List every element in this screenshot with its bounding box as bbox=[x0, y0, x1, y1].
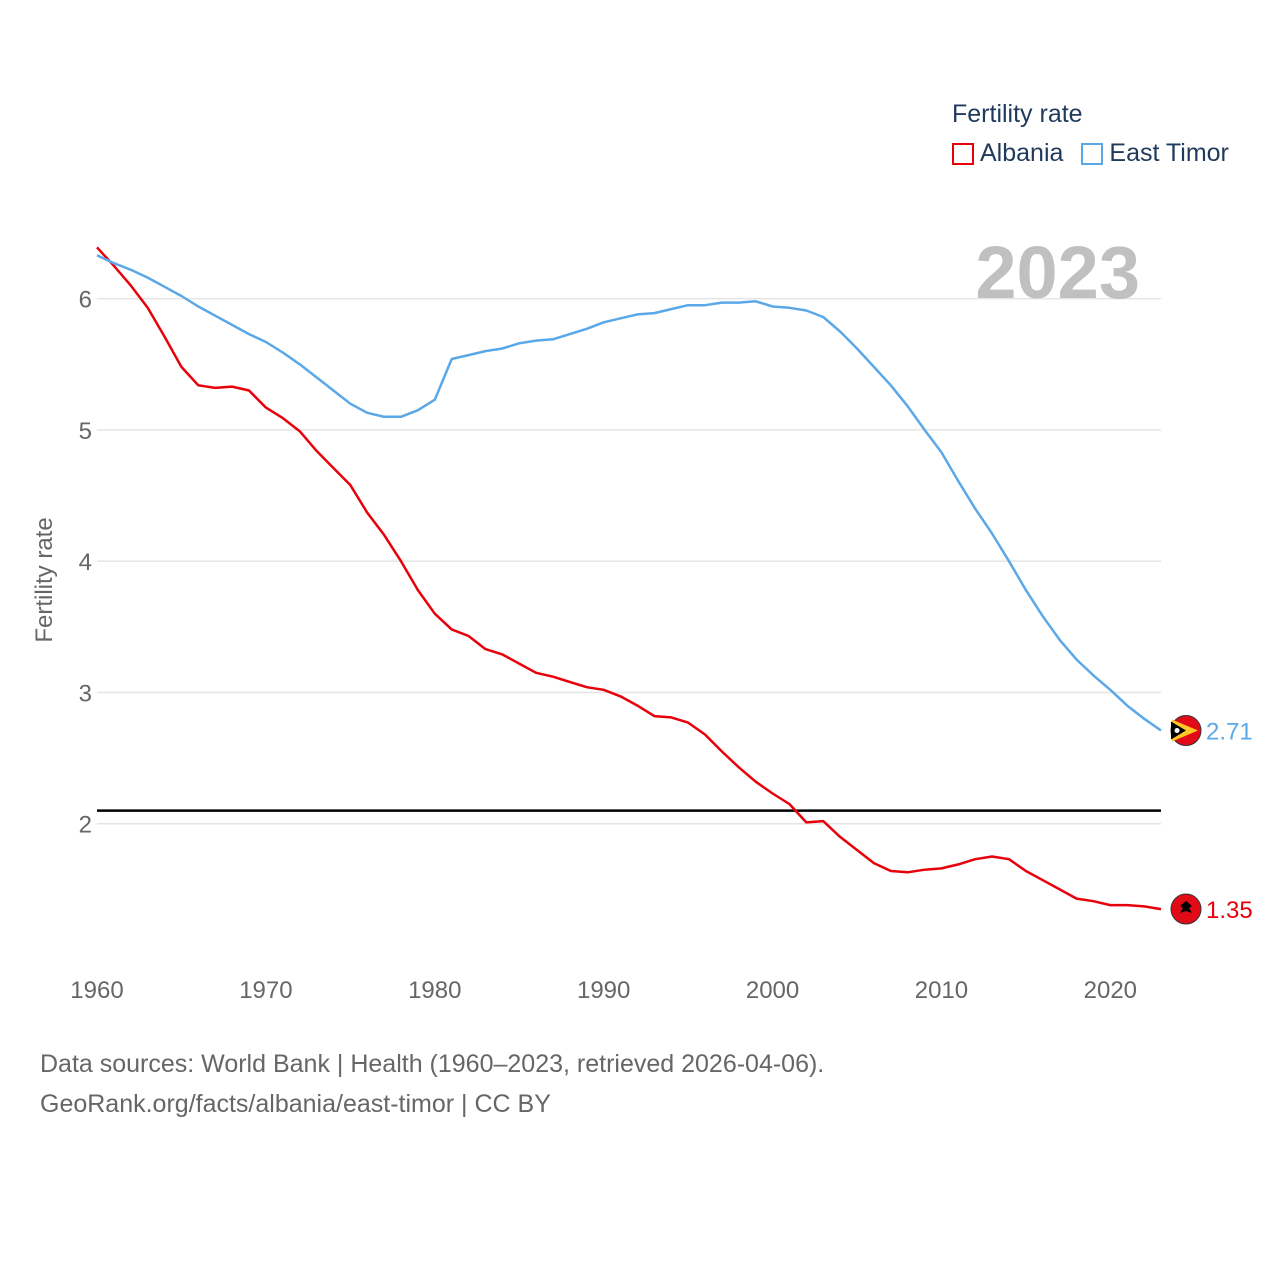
source-url: GeoRank.org/facts/albania/east-timor | C… bbox=[40, 1090, 551, 1118]
flag-east-timor-icon bbox=[1170, 715, 1202, 747]
x-tick-label: 1990 bbox=[577, 977, 630, 1004]
series-lines bbox=[96, 246, 1162, 911]
end-value-label-albania: 1.35 bbox=[1206, 897, 1253, 924]
series-line-albania bbox=[96, 246, 1162, 911]
x-tick-label: 2020 bbox=[1084, 977, 1137, 1004]
legend-label-albania: Albania bbox=[980, 139, 1064, 167]
legend-title: Fertility rate bbox=[952, 100, 1083, 128]
data-source-note: Data sources: World Bank | Health (1960–… bbox=[40, 1050, 825, 1078]
y-tick-label: 2 bbox=[79, 812, 92, 839]
legend: Fertility rate Albania East Timor bbox=[952, 100, 1229, 168]
year-badge: 2023 bbox=[975, 231, 1140, 314]
y-tick-label: 3 bbox=[79, 680, 92, 707]
x-tick-label: 2000 bbox=[746, 977, 799, 1004]
x-tick-label: 2010 bbox=[915, 977, 968, 1004]
legend-item-albania[interactable]: Albania bbox=[952, 139, 1063, 168]
gridlines bbox=[97, 297, 1161, 825]
legend-swatch-east-timor bbox=[1081, 142, 1104, 165]
footer: Data sources: World Bank | Health (1960–… bbox=[40, 1044, 824, 1124]
legend-label-east-timor: East Timor bbox=[1109, 139, 1229, 167]
y-tick-label: 4 bbox=[79, 549, 92, 576]
x-tick-label: 1960 bbox=[70, 977, 123, 1004]
end-markers: 1.35 2.71 bbox=[1170, 715, 1253, 925]
legend-swatch-albania bbox=[952, 142, 974, 165]
y-axis-label: Fertility rate bbox=[31, 517, 58, 642]
legend-item-east-timor[interactable]: East Timor bbox=[1081, 139, 1229, 168]
series-line-east-timor bbox=[96, 254, 1162, 732]
y-tick-label: 5 bbox=[79, 418, 92, 445]
x-tick-label: 1970 bbox=[239, 977, 292, 1004]
axes: 2 3 4 5 6 1960 1970 1980 1990 2000 2010 2020 bbox=[70, 287, 1137, 1004]
flag-albania-icon bbox=[1170, 893, 1202, 925]
x-tick-label: 1980 bbox=[408, 977, 461, 1004]
end-value-label-east-timor: 2.71 bbox=[1206, 719, 1253, 746]
y-tick-label: 6 bbox=[79, 287, 92, 314]
